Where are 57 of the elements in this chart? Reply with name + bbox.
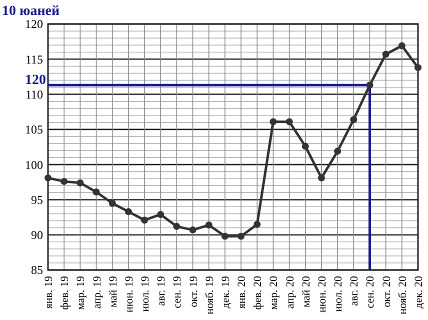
point [302,142,309,150]
point [189,226,196,234]
x-tick-label: дек. 20 [413,276,425,308]
y-tick-label: 105 [25,122,43,137]
x-tick-label: июн. 19 [123,276,136,312]
x-tick-label: фев. 20 [252,276,264,310]
x-tick-label: авг. 20 [348,276,361,306]
point [334,148,342,155]
point [366,82,374,89]
x-tick-label: янв. 20 [236,276,248,309]
point [270,118,277,126]
point [157,210,164,218]
point [382,50,390,58]
x-tick-label: мар. 20 [268,276,280,310]
x-tick-label: сен. 20 [364,276,377,308]
x-tick-label: окт. 19 [188,276,200,308]
y-tick-label: 110 [25,87,43,102]
x-tick-label: фев. 19 [59,276,72,310]
point [254,220,261,228]
x-tick-label: апр. 19 [91,276,104,309]
x-tick-label: май 20 [300,276,312,308]
point [238,232,245,240]
y-tick-label: 85 [31,263,43,278]
x-tick-label: апр. 20 [284,276,296,309]
x-tick-label: авг. 19 [156,276,168,306]
y-tick-label: 115 [25,52,43,66]
point [318,174,325,182]
point [350,116,358,124]
x-tick-label: мар. 19 [75,276,88,310]
point [205,222,212,229]
point [414,64,422,72]
x-tick-label: янв. 19 [43,276,55,309]
point [124,208,132,216]
point [92,188,100,196]
y-tick-label: 90 [31,228,43,242]
point [44,174,52,182]
x-tick-label: окт. 20 [380,276,393,308]
point [108,200,116,207]
x-tick-label: май 19 [107,276,120,308]
point [221,232,228,240]
x-tick-label: сен. 19 [172,276,184,308]
point [76,179,84,186]
point [173,222,180,230]
point [60,178,68,185]
point [398,42,406,50]
x-tick-label: июл. 19 [140,276,152,312]
point [286,118,293,126]
y-axis-title: 10 юаней [2,4,60,19]
y-tick-label: 95 [31,192,43,207]
x-tick-label: июл. 20 [332,276,345,312]
x-tick-label: нояб. 19 [204,276,216,314]
point [141,216,148,224]
x-tick-label: дек. 19 [220,276,232,308]
x-tick-label: июн. 20 [316,276,328,312]
x-tick-label: нояб. 20 [396,276,409,314]
y-tick-label: 100 [25,158,43,172]
y-tick-label: 120 [25,17,43,32]
